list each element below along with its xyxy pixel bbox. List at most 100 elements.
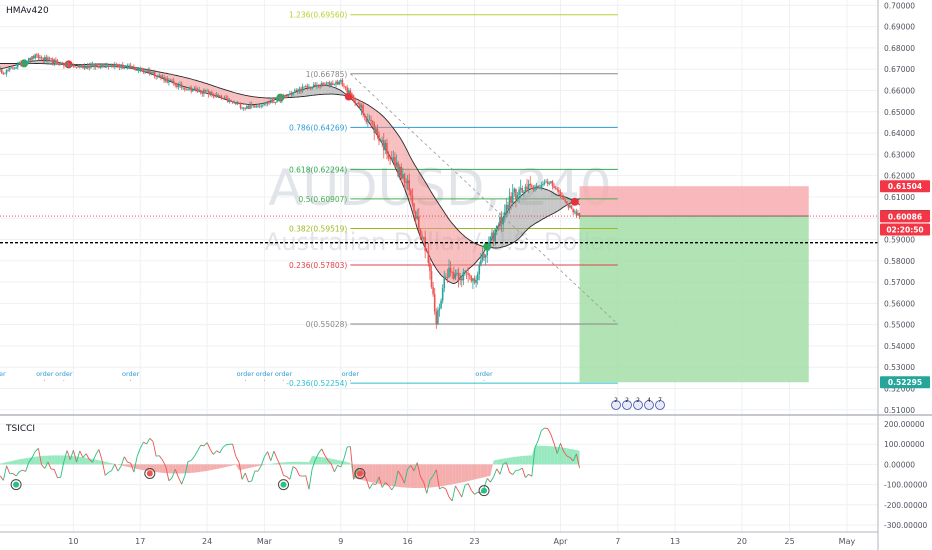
tsicci-histogram <box>477 464 481 479</box>
fibonacci-retracement[interactable]: 1.236(0.69560) 1(0.66785) 0.786(0.64269) 0.… <box>286 11 619 388</box>
tsicci-histogram <box>299 461 303 465</box>
tsicci-histogram <box>254 464 259 467</box>
tsicci-histogram <box>423 464 427 488</box>
hma-fill <box>538 187 542 222</box>
candle-body <box>247 106 250 109</box>
tsicci-histogram <box>197 464 201 473</box>
candle-body <box>86 65 89 69</box>
candle-body <box>212 94 215 97</box>
candle-body <box>257 105 259 107</box>
order-label: order <box>36 370 54 378</box>
candle-body <box>341 80 344 86</box>
tsicci-line <box>448 496 453 502</box>
tsicci-line <box>394 470 399 486</box>
candle-body <box>335 81 337 85</box>
candle-body <box>400 166 403 179</box>
candle-body <box>10 67 13 69</box>
tsicci-line <box>334 465 339 473</box>
short-position-tool[interactable] <box>579 186 809 383</box>
candle-body <box>290 93 293 95</box>
tsicci-line <box>455 485 459 492</box>
tsicci-line <box>295 468 300 476</box>
tsicci-histogram <box>429 464 434 488</box>
hma-cross-dot <box>570 197 579 206</box>
order-marker: · <box>63 378 65 385</box>
candle-body <box>570 205 573 209</box>
order-label: order <box>475 370 493 378</box>
candle-body <box>324 84 326 86</box>
candle-body <box>121 64 124 69</box>
candle-body <box>164 78 167 81</box>
osc-tick-label: 100.00000 <box>884 440 925 449</box>
tsicci-signal-ring <box>478 485 490 497</box>
hma-fill <box>477 244 481 261</box>
candle-body <box>462 272 465 281</box>
tsicci-histogram <box>305 462 309 465</box>
tsicci-line <box>442 486 447 490</box>
candle-body <box>320 83 323 87</box>
tsicci-line <box>260 456 265 466</box>
candle-body <box>537 186 539 188</box>
candle-body <box>21 63 24 66</box>
candle-body <box>416 216 418 219</box>
candle-body <box>437 309 439 324</box>
candle-body <box>196 89 199 92</box>
candle-body <box>379 140 382 142</box>
candle-body <box>346 87 348 93</box>
hma-fill <box>528 188 532 229</box>
tsicci-histogram <box>490 460 494 476</box>
candle-body <box>336 81 339 85</box>
hma-fill <box>474 243 478 264</box>
tsicci-line <box>330 463 335 473</box>
candle-body <box>190 87 192 92</box>
candle-body <box>145 71 148 72</box>
tsicci-histogram <box>57 455 61 465</box>
candle-body <box>260 105 263 107</box>
candle-body <box>137 69 140 71</box>
candle-body <box>312 84 315 87</box>
hma-fill <box>245 95 249 105</box>
hma-fill <box>248 95 252 105</box>
tsicci-histogram <box>95 459 99 465</box>
tsicci-line <box>34 448 39 452</box>
candle-body <box>542 183 544 186</box>
tsicci-signal-ring <box>144 467 156 479</box>
tsicci-line <box>6 465 11 474</box>
economic-event-icon <box>633 400 643 410</box>
hma-fill <box>254 96 259 105</box>
candle-body <box>29 58 32 61</box>
candle-body <box>473 278 476 283</box>
hma-fill <box>426 184 430 258</box>
candle-body <box>117 65 119 67</box>
candle-body <box>128 65 130 67</box>
osc-tick-label: -200.00000 <box>884 501 927 510</box>
tsicci-line <box>114 464 119 472</box>
hma-fill <box>3 63 7 69</box>
tsicci-line <box>193 450 198 457</box>
tsicci-histogram <box>445 464 450 486</box>
tsicci-histogram <box>22 458 26 465</box>
candle-body <box>269 100 272 103</box>
tsicci-histogram <box>229 464 233 467</box>
tsicci-histogram <box>560 447 564 465</box>
tsicci-line <box>556 443 561 454</box>
candle-body <box>425 250 428 252</box>
tsicci-histogram <box>461 464 465 483</box>
candle-body <box>115 64 118 66</box>
candle-body <box>351 93 353 96</box>
candle-body <box>567 203 570 208</box>
tsicci-signal-ring <box>10 479 22 491</box>
candle-body <box>303 86 305 88</box>
tsicci-line <box>404 468 409 484</box>
candle-body <box>476 274 479 281</box>
candle-body <box>289 93 291 95</box>
candle-body <box>481 253 484 261</box>
tsicci-histogram <box>576 450 580 465</box>
tsicci-histogram <box>149 464 153 472</box>
candle-body <box>405 182 407 184</box>
tsicci-line <box>244 472 249 483</box>
time-tick-label: May <box>839 537 856 546</box>
tsicci-histogram <box>207 464 211 471</box>
candle-body <box>71 65 73 67</box>
